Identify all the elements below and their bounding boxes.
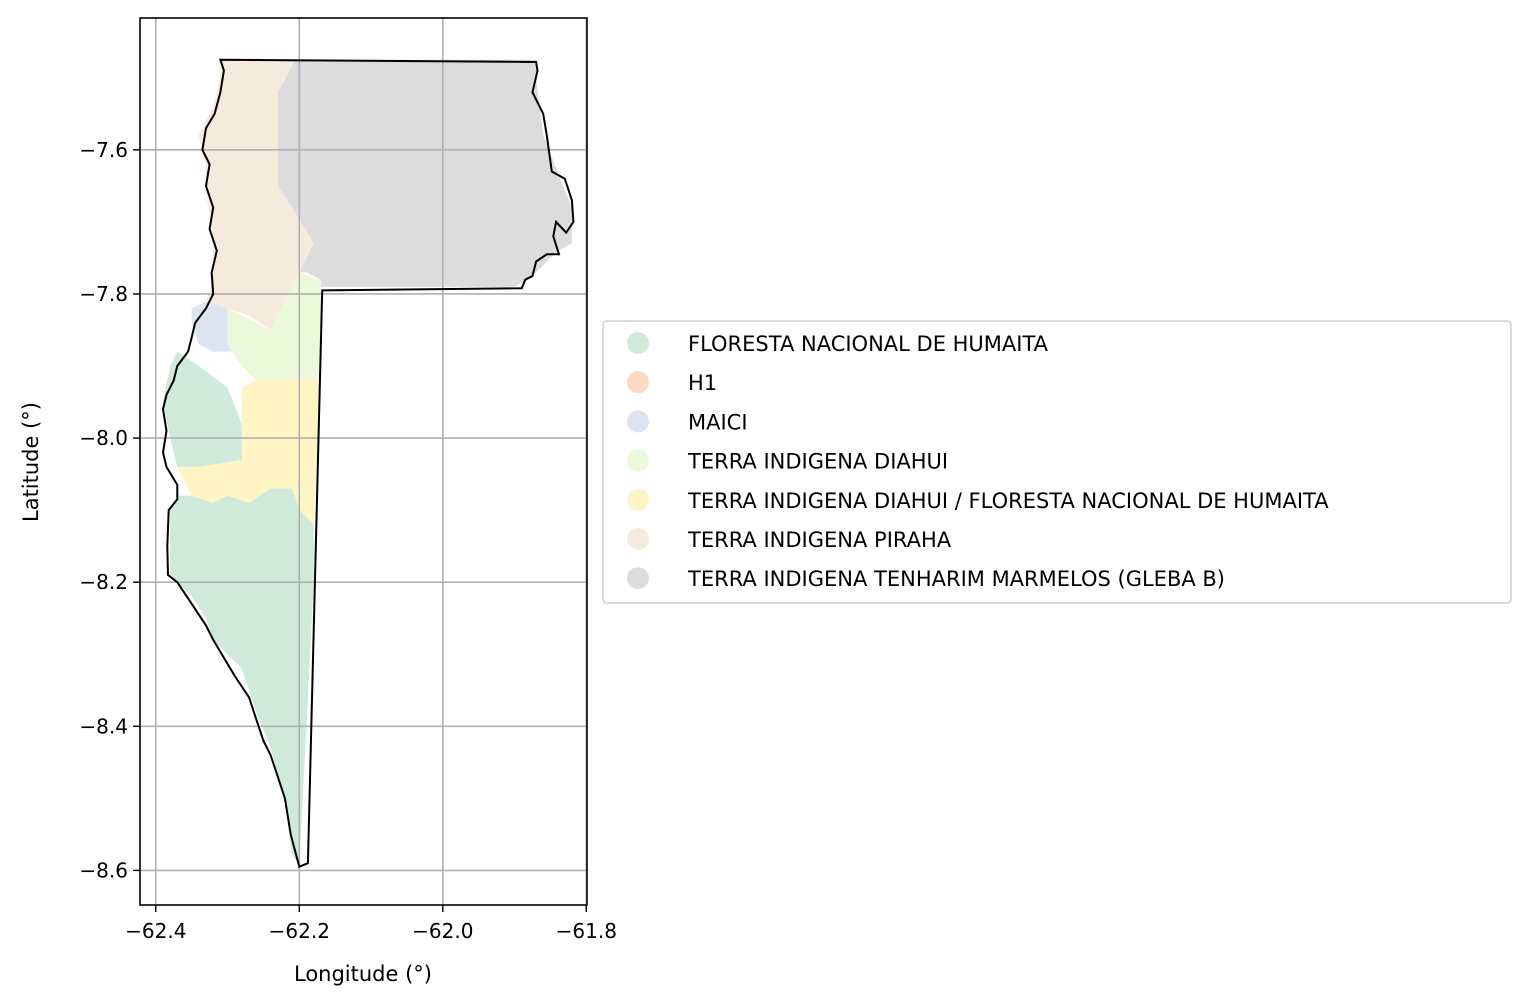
region-terra-indigena-diahui-3 xyxy=(227,272,321,381)
y-tick-label: −7.6 xyxy=(79,138,128,162)
legend-label: TERRA INDIGENA DIAHUI xyxy=(687,450,948,474)
legend-marker xyxy=(627,449,649,472)
legend-label: FLORESTA NACIONAL DE HUMAITA xyxy=(688,332,1049,356)
y-tick-label: −8.6 xyxy=(79,858,128,882)
legend-marker xyxy=(627,332,649,354)
legend-marker xyxy=(627,528,649,550)
legend-marker xyxy=(627,488,649,511)
legend-frame xyxy=(602,320,1512,604)
y-axis-title: Latitude (°) xyxy=(19,402,43,522)
region-terra-indigena-tenharim-marmelos-gleba-b-0 xyxy=(277,59,572,287)
regions-layer xyxy=(163,59,572,864)
legend-marker xyxy=(627,371,649,394)
legend-marker xyxy=(627,410,649,433)
y-tick-label: −8.0 xyxy=(79,426,128,450)
legend: FLORESTA NACIONAL DE HUMAITA H1 MAICI TERRA… xyxy=(602,320,1512,604)
legend-label: MAICI xyxy=(688,410,748,434)
legend-label: TERRA INDIGENA TENHARIM MARMELOS (GLEBA … xyxy=(687,567,1225,591)
region-terra-indigena-diahui-floresta-nacional-de-humaita-4 xyxy=(177,380,321,525)
legend-label: TERRA INDIGENA DIAHUI / FLORESTA NACIONA… xyxy=(687,489,1329,513)
region-floresta-nacional-de-humaita-5 xyxy=(163,351,242,467)
legend-label: H1 xyxy=(688,371,717,395)
x-tick-label: −62.4 xyxy=(125,919,186,943)
plot-frame xyxy=(139,17,588,906)
ticks-layer: −62.4 −62.2 −62.0 −61.8 −7.6 −7.8 −8.0 −8.2 −8.4… xyxy=(79,138,617,943)
boundary-outline xyxy=(161,58,575,869)
region-terra-indigena-piraha-1 xyxy=(198,59,314,331)
x-axis-title: Longitude (°) xyxy=(294,962,432,986)
y-tick-label: −8.4 xyxy=(79,714,128,738)
legend-label: TERRA INDIGENA PIRAHA xyxy=(687,528,952,552)
x-tick-label: −62.2 xyxy=(269,919,330,943)
y-tick-label: −7.8 xyxy=(79,282,128,306)
legend-marker xyxy=(627,567,649,590)
legend-items: FLORESTA NACIONAL DE HUMAITA H1 MAICI TERRA… xyxy=(627,332,1329,591)
region-floresta-nacional-de-humaita-6 xyxy=(170,488,314,864)
x-tick-label: −62.0 xyxy=(412,919,473,943)
x-tick-label: −61.8 xyxy=(556,919,617,943)
y-tick-label: −8.2 xyxy=(79,570,128,594)
